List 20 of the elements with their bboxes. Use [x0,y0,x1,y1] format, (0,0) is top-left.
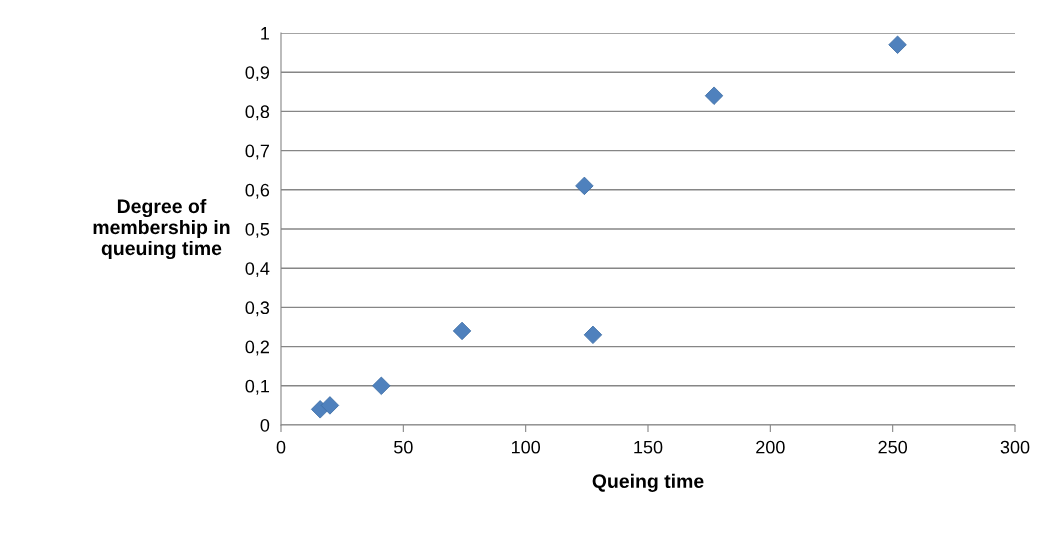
x-axis-title: Queing time [592,473,704,492]
x-tick-label: 250 [878,440,908,454]
y-tick-label: 0,3 [245,301,270,317]
x-tick-label: 200 [756,440,785,454]
y-axis-title: Degree of membership in queuing time [93,198,230,260]
y-tick-label: 0,4 [245,262,270,278]
y-tick-label: 0,9 [245,66,270,82]
y-tick-label: 0,1 [245,379,270,395]
y-tick-label: 0,2 [245,340,269,356]
x-tick-label: 300 [1000,440,1030,454]
x-tick-label: 50 [394,440,413,454]
x-tick-label: 150 [634,440,663,454]
y-tick-label: 0,8 [245,105,270,121]
y-tick-label: 1 [261,27,270,40]
y-tick-label: 0,6 [245,183,270,199]
y-tick-label: 0 [260,418,270,432]
x-tick-label: 0 [276,440,286,454]
y-tick-label: 0,7 [245,144,269,160]
x-tick-label: 100 [511,440,541,454]
y-tick-label: 0,5 [245,222,270,238]
